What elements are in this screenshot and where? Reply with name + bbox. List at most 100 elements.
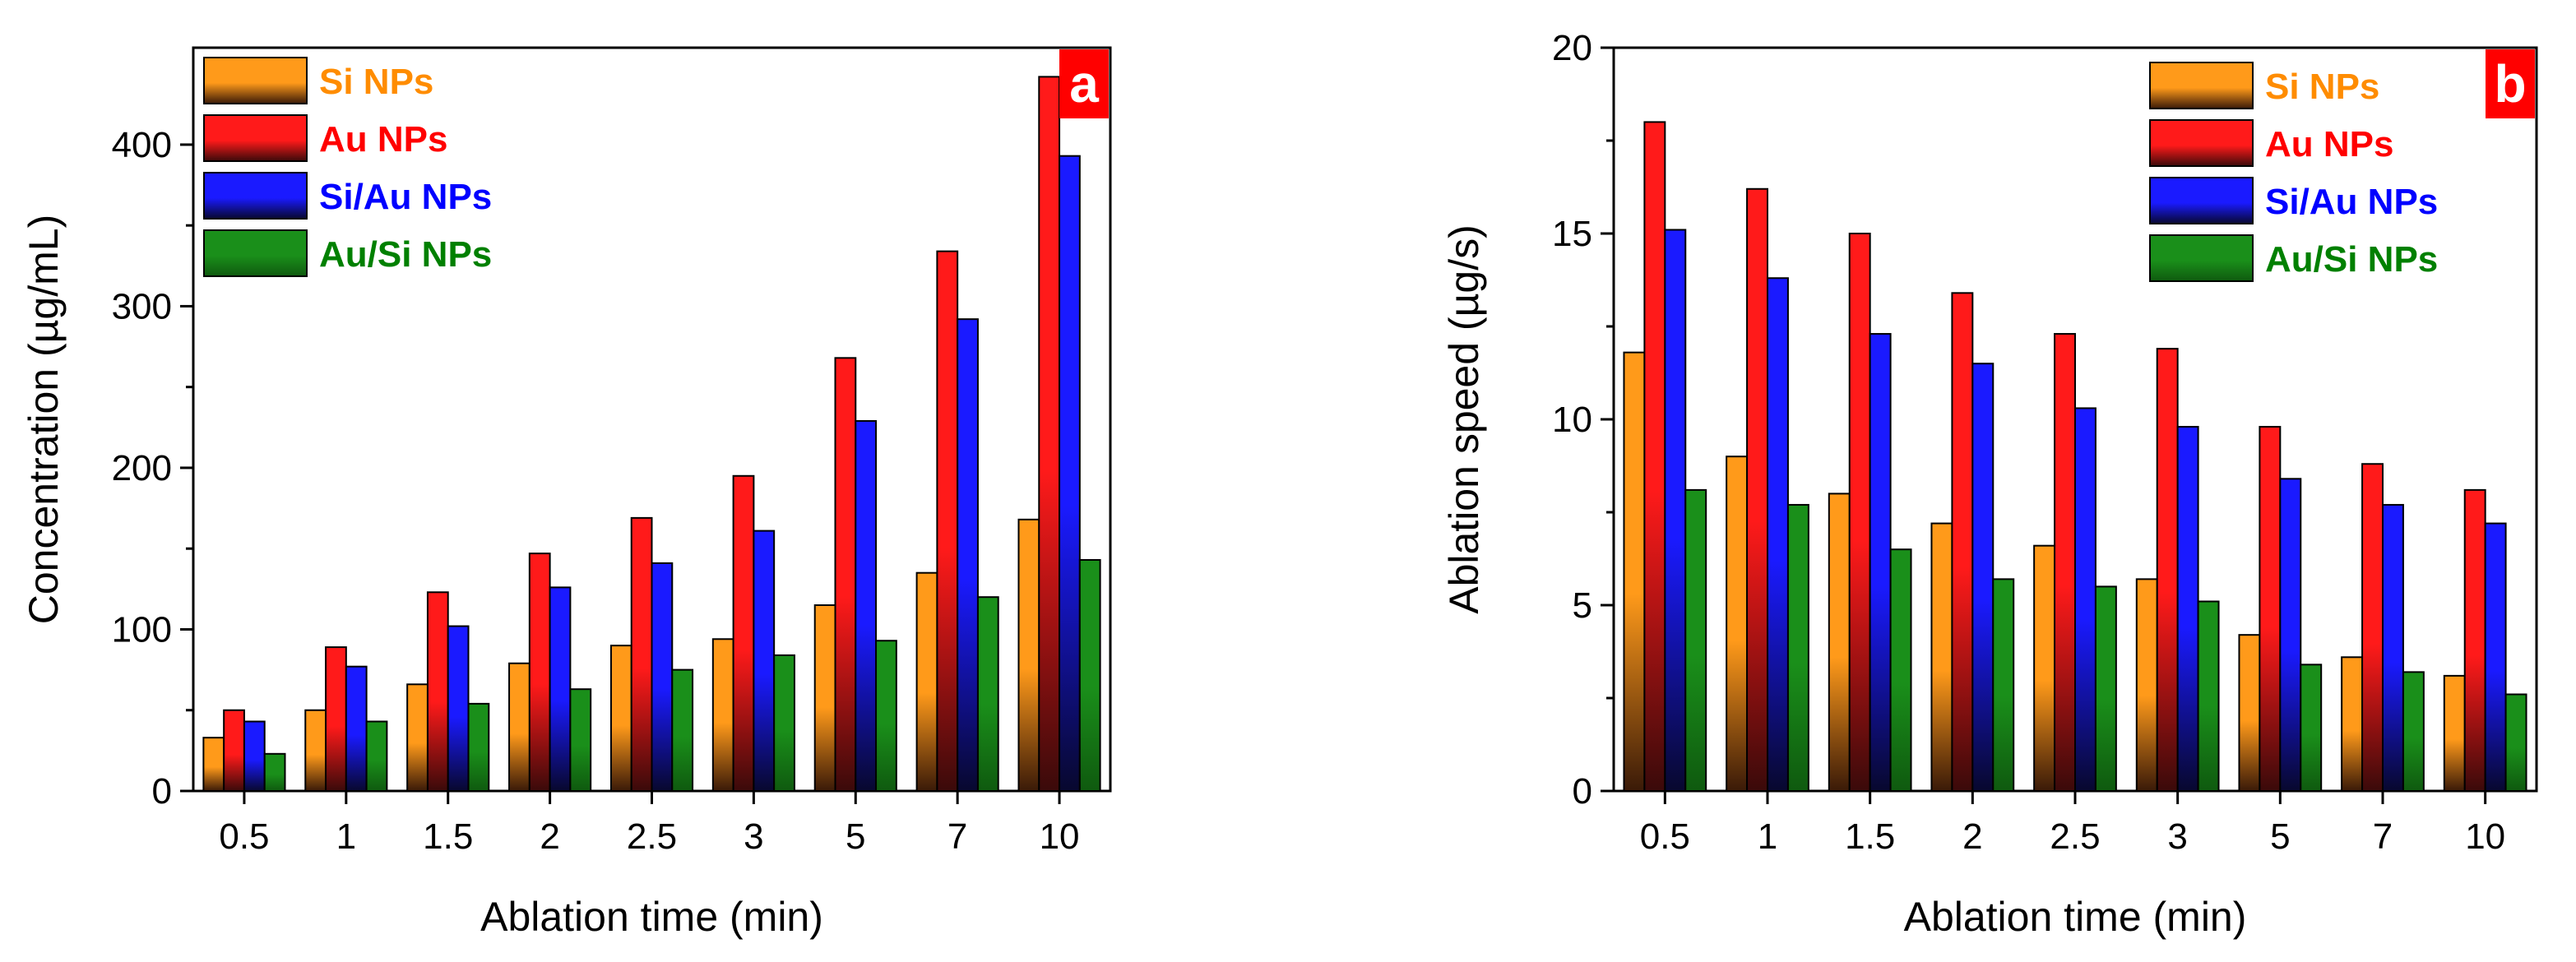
x-tick-label: 3 [2167, 816, 2187, 857]
bar-si-au-nps-2 [549, 586, 572, 793]
bar-au-si-nps-2-5 [2094, 585, 2117, 793]
bar-au-si-nps-1-5 [467, 702, 490, 792]
x-tick-label: 2 [1962, 816, 1982, 857]
y-tick-label: 15 [1552, 214, 1592, 254]
bar-au-si-nps-1-5 [1889, 548, 1912, 792]
legend-label-si-nps: Si NPs [2265, 67, 2379, 107]
bar-au-si-nps-5 [875, 640, 897, 793]
bar-si-au-nps-2-5 [2074, 407, 2096, 792]
bar-au-si-nps-2 [1992, 578, 2015, 792]
bar-si-nps-1 [1726, 456, 1749, 792]
chart-ablation-speed: 0 5 10 15 20 0.5 1 1.5 2 2.5 3 5 7 10 Ablation time (m… [1441, 28, 2538, 940]
bar-au-nps-2-5 [2054, 333, 2076, 793]
bar-au-si-nps-2 [569, 688, 592, 792]
y-tick-label: 20 [1552, 28, 1592, 68]
bar-si-au-nps-0-5 [1664, 229, 1687, 793]
y-tick-label: 5 [1573, 585, 1592, 626]
bar-au-nps-0-5 [223, 709, 245, 793]
bar-au-nps-1-5 [1848, 233, 1871, 792]
legend-label-si-nps: Si NPs [319, 62, 433, 102]
x-tick-label: 2.5 [2050, 816, 2100, 857]
legend: Si NPs Au NPs Si/Au NPs Au/Si NPs [2149, 62, 2438, 282]
legend-swatch-si-nps [2149, 62, 2254, 109]
bar-si-nps-5 [813, 604, 836, 792]
legend-swatch-si-au-nps [203, 172, 308, 220]
y-tick-label: 100 [112, 609, 172, 650]
legend: Si NPs Au NPs Si/Au NPs Au/Si NPs [203, 57, 492, 277]
x-tick-label: 0.5 [219, 816, 269, 857]
bar-si-nps-10 [2443, 674, 2466, 792]
x-tick-label: 10 [1040, 816, 1080, 857]
legend-swatch-si-nps [203, 57, 308, 104]
x-tick-label: 2 [540, 816, 559, 857]
bar-au-si-nps-10 [2504, 693, 2527, 792]
bar-si-au-nps-2-5 [651, 562, 674, 792]
legend-swatch-au-si-nps [203, 229, 308, 277]
legend-label-au-si-nps: Au/Si NPs [319, 234, 492, 275]
y-axis-title: Ablation speed (µg/s) [1441, 224, 1487, 614]
bar-au-nps-1 [325, 646, 347, 792]
y-tick-label: 400 [112, 125, 172, 165]
bar-au-nps-7 [936, 250, 959, 793]
bar-au-si-nps-0-5 [263, 752, 286, 792]
bar-au-si-nps-3 [773, 654, 795, 793]
bar-au-nps-1 [1746, 187, 1768, 792]
bar-au-nps-10 [2463, 488, 2486, 792]
bar-si-au-nps-0-5 [243, 720, 266, 793]
bar-si-au-nps-10 [2484, 522, 2507, 792]
y-tick-label: 0 [1573, 771, 1592, 812]
bar-au-si-nps-3 [2197, 600, 2220, 792]
bar-au-nps-5 [834, 357, 857, 793]
bar-si-au-nps-1 [345, 665, 368, 793]
bar-si-nps-5 [2238, 634, 2261, 792]
bar-au-si-nps-7 [2402, 671, 2425, 792]
legend-swatch-au-si-nps [2149, 234, 2254, 282]
legend-swatch-si-au-nps [2149, 177, 2254, 224]
bar-si-nps-2 [1930, 522, 1953, 792]
bar-au-si-nps-1 [365, 720, 388, 793]
legend-label-si-au-nps: Si/Au NPs [2265, 182, 2438, 222]
y-tick-label: 300 [112, 286, 172, 326]
x-axis-title: Ablation time (min) [480, 894, 823, 940]
bar-au-nps-2 [1951, 292, 1974, 792]
bar-si-au-nps-3 [753, 530, 776, 792]
bar-si-au-nps-1-5 [1869, 333, 1892, 793]
x-tick-label: 1 [1758, 816, 1777, 857]
bar-si-nps-10 [1017, 518, 1040, 793]
bar-au-nps-2 [528, 553, 551, 792]
bar-si-nps-3 [711, 638, 734, 793]
bar-au-si-nps-5 [2300, 664, 2323, 792]
bar-au-nps-2-5 [630, 516, 653, 792]
bar-si-nps-7 [915, 571, 938, 793]
bar-si-nps-0-5 [1623, 351, 1646, 792]
bar-au-si-nps-2-5 [671, 668, 694, 793]
bar-si-nps-1-5 [406, 683, 429, 792]
bar-si-au-nps-5 [2279, 478, 2302, 792]
panel-letter-badge [2486, 49, 2535, 118]
x-tick-label: 0.5 [1640, 816, 1690, 857]
x-tick-label: 1.5 [1845, 816, 1895, 857]
legend-label-au-nps: Au NPs [2265, 124, 2393, 164]
bar-au-si-nps-7 [976, 596, 999, 792]
bar-au-si-nps-1 [1786, 503, 1809, 793]
bar-au-nps-7 [2361, 463, 2384, 792]
bar-si-nps-7 [2341, 656, 2364, 793]
bar-si-nps-3 [2135, 578, 2158, 792]
bar-au-nps-3 [2156, 348, 2179, 792]
bar-si-nps-2 [508, 662, 530, 792]
y-axis-title: Concentration (µg/mL) [21, 215, 67, 624]
bar-si-nps-1 [304, 709, 327, 793]
panel-letter-badge [1059, 49, 1109, 118]
bar-si-au-nps-7 [2382, 503, 2404, 793]
bar-au-nps-3 [732, 474, 755, 792]
bar-si-au-nps-3 [2176, 426, 2199, 792]
bar-au-nps-10 [1038, 76, 1061, 793]
panel-letter: a [1069, 54, 1099, 113]
x-tick-label: 1.5 [423, 816, 473, 857]
x-tick-label: 7 [947, 816, 967, 857]
legend-label-si-au-nps: Si/Au NPs [319, 177, 492, 217]
bar-si-au-nps-1 [1767, 277, 1789, 792]
bar-au-nps-0-5 [1643, 121, 1666, 792]
x-tick-label: 7 [2373, 816, 2393, 857]
